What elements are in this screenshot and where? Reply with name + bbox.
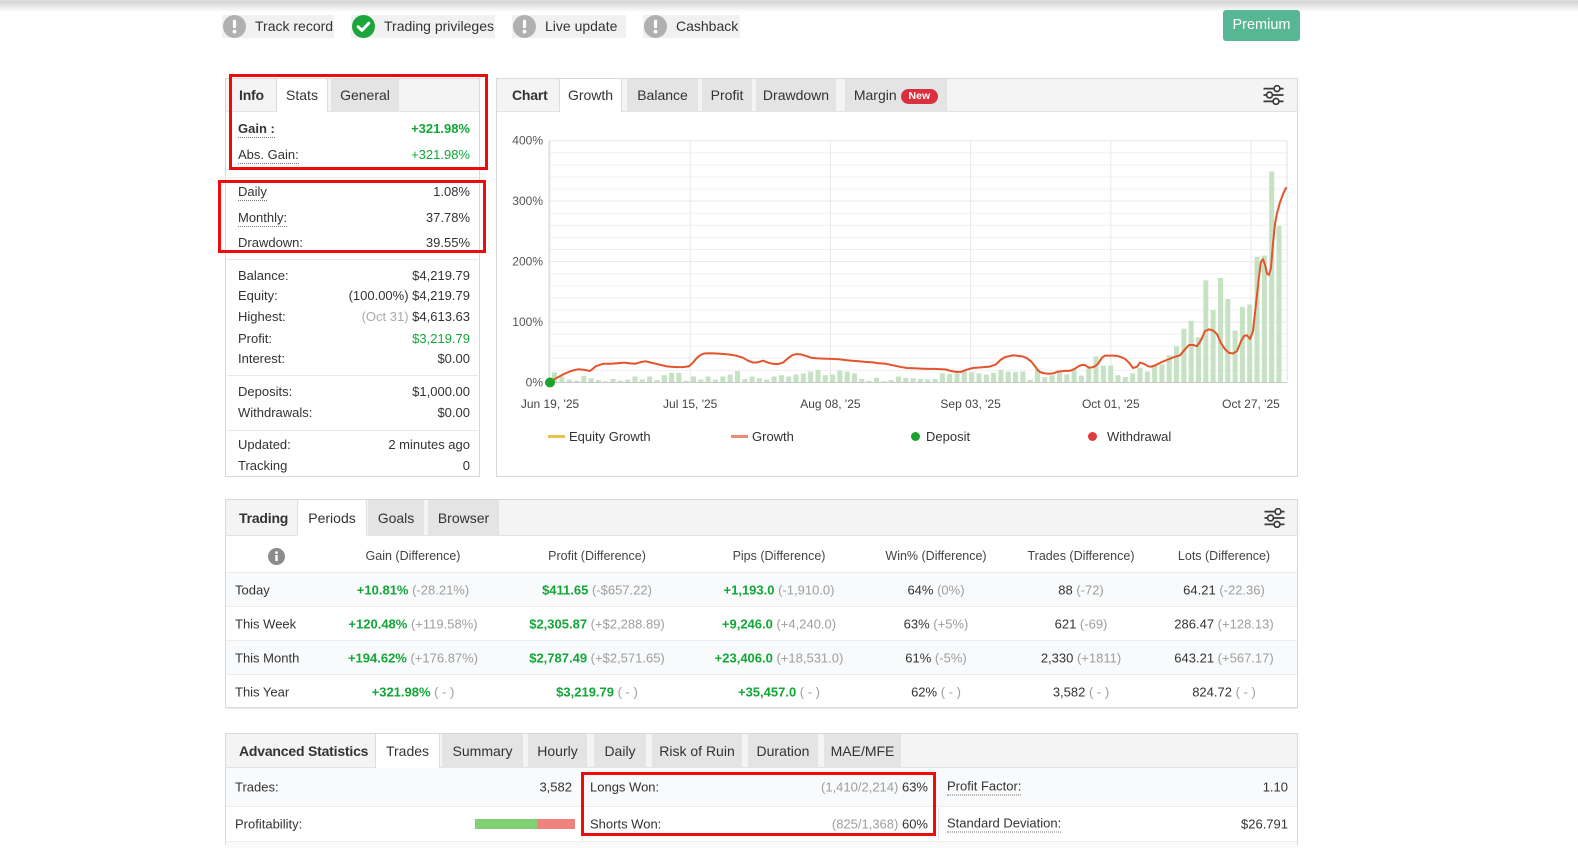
svg-text:Sep 03, '25: Sep 03, '25 bbox=[940, 397, 1001, 411]
svg-text:Oct 01, '25: Oct 01, '25 bbox=[1082, 397, 1140, 411]
svg-text:Aug 08, '25: Aug 08, '25 bbox=[800, 397, 861, 411]
svg-text:400%: 400% bbox=[512, 134, 543, 148]
svg-text:300%: 300% bbox=[512, 194, 543, 208]
svg-text:Jul 15, '25: Jul 15, '25 bbox=[663, 397, 718, 411]
svg-text:100%: 100% bbox=[512, 315, 543, 329]
svg-text:200%: 200% bbox=[512, 255, 543, 269]
svg-text:Oct 27, '25: Oct 27, '25 bbox=[1222, 397, 1280, 411]
svg-text:Jun 19, '25: Jun 19, '25 bbox=[521, 397, 580, 411]
svg-text:0%: 0% bbox=[526, 376, 544, 390]
